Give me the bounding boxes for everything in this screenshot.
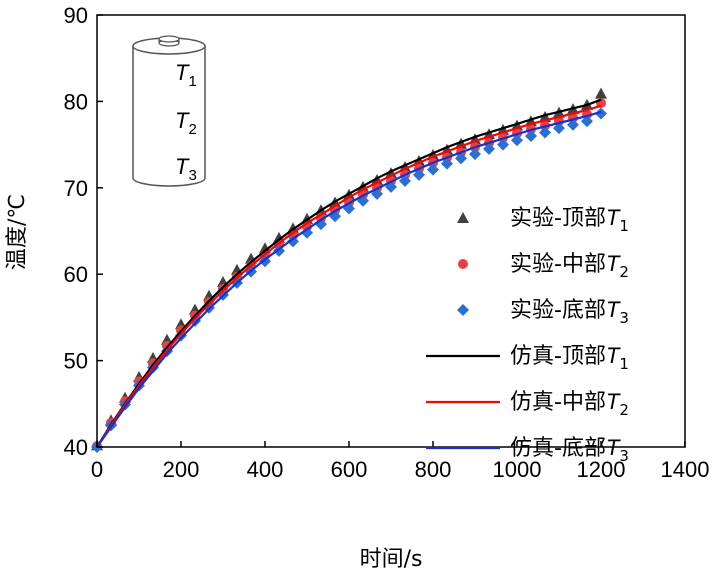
legend-label: 仿真-底部T3 — [510, 435, 629, 465]
legend-label: 仿真-中部T2 — [510, 389, 629, 419]
plot-frame — [96, 14, 686, 448]
x-tick-label: 0 — [91, 457, 103, 482]
data-point — [440, 157, 453, 170]
x-tick-label: 200 — [163, 457, 200, 482]
data-point — [595, 107, 607, 120]
x-axis-title: 时间/s — [360, 547, 423, 572]
y-axis-title: 温度/℃ — [5, 194, 30, 270]
data-point — [413, 168, 426, 181]
data-point — [469, 148, 481, 161]
legend-item: 实验-中部T2 — [458, 251, 629, 281]
data-point — [301, 226, 313, 239]
y-tick-label: 50 — [64, 349, 88, 374]
legend-item: 实验-底部T3 — [457, 297, 629, 327]
data-point — [287, 235, 300, 248]
battery-terminal-cap — [158, 35, 180, 43]
x-tick-label: 400 — [247, 457, 284, 482]
data-point — [398, 174, 411, 187]
data-point — [553, 122, 565, 135]
y-tick-label: 60 — [64, 262, 88, 287]
x-tick-label: 1400 — [661, 457, 710, 482]
simulation-lines — [96, 98, 602, 448]
data-point — [524, 129, 537, 142]
x-tick-label: 1200 — [577, 457, 626, 482]
legend-label: 实验-底部T3 — [510, 297, 629, 327]
legend-item: 仿真-中部T2 — [426, 389, 629, 419]
legend-label: 实验-顶部T1 — [510, 205, 629, 235]
data-point — [497, 138, 510, 151]
data-point — [511, 134, 523, 147]
y-tick-label: 70 — [64, 176, 88, 201]
y-tick-label: 40 — [64, 435, 88, 460]
legend-item: 仿真-顶部T1 — [426, 343, 629, 373]
battery-inset: T1 T2 T3 — [132, 35, 206, 187]
legend-marker — [458, 259, 468, 269]
inset-label-t3: T3 — [175, 154, 197, 184]
axis-ticks: 0 200 400 600 800 1000 1200 1400 40 50 60 70 80 90 — [64, 3, 710, 482]
data-point — [581, 115, 594, 128]
data-point — [482, 142, 495, 155]
inset-label-t2: T2 — [175, 108, 197, 138]
data-point — [595, 87, 607, 99]
data-point — [566, 118, 579, 131]
legend-label: 仿真-顶部T1 — [510, 343, 629, 373]
data-point — [427, 163, 439, 176]
legend-marker — [457, 304, 469, 316]
inset-label-t1: T1 — [175, 60, 197, 90]
x-tick-label: 800 — [415, 457, 452, 482]
legend-item: 实验-顶部T1 — [457, 205, 629, 235]
data-point — [455, 152, 468, 165]
series-3-line — [96, 98, 602, 448]
legend-label: 实验-中部T2 — [510, 251, 629, 281]
data-point — [218, 283, 228, 294]
x-tick-label: 1000 — [493, 457, 542, 482]
x-tick-label: 600 — [331, 457, 368, 482]
data-markers — [91, 87, 607, 453]
y-tick-label: 90 — [64, 3, 88, 28]
data-point — [259, 255, 271, 268]
series-4-line — [96, 104, 602, 448]
series-5-line — [96, 110, 602, 448]
data-point — [539, 126, 552, 139]
legend-marker — [457, 212, 469, 223]
legend: 实验-顶部T1 实验-中部T2 实验-底部T3 仿真-顶部T1 仿真-中部T2 仿真-底部… — [426, 205, 629, 465]
battery-body — [132, 46, 206, 187]
legend-item: 仿真-底部T3 — [426, 435, 629, 465]
y-tick-label: 80 — [64, 89, 88, 114]
